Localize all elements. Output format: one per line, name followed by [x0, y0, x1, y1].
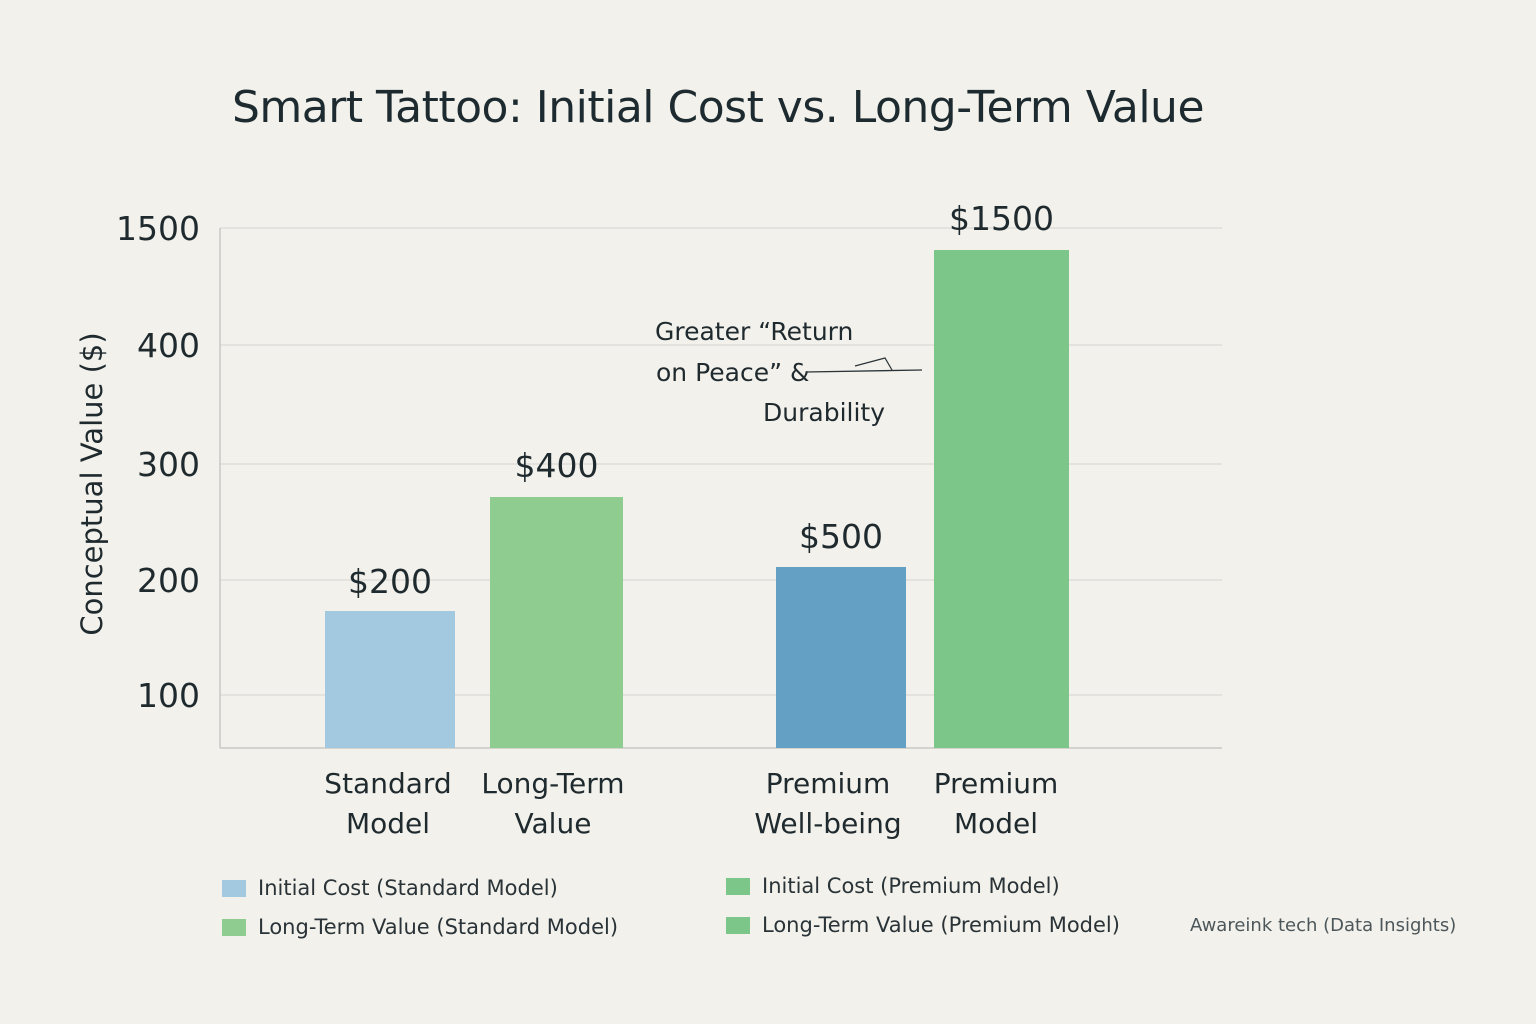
legend-label: Long-Term Value (Premium Model): [762, 913, 1120, 937]
annotation-text: Durability: [763, 398, 885, 427]
annotation-arrow: [805, 369, 923, 373]
bar: [325, 611, 455, 748]
data-label: $200: [348, 562, 432, 601]
y-axis-label: Conceptual Value ($): [75, 332, 109, 635]
data-label: $1500: [949, 199, 1054, 238]
credit-text: Awareink tech (Data Insights): [1190, 915, 1457, 936]
legend-label: Initial Cost (Standard Model): [258, 876, 558, 900]
legend-label: Long-Term Value (Standard Model): [258, 915, 619, 939]
legend-item-longterm-standard: Long-Term Value (Standard Model): [222, 915, 618, 939]
bar: [934, 250, 1069, 748]
x-tick-label: Premium: [766, 767, 891, 800]
legend-item-initial-premium: Initial Cost (Premium Model): [726, 874, 1060, 898]
bar: [490, 497, 623, 748]
legend-label: Initial Cost (Premium Model): [762, 874, 1060, 898]
x-tick-label: Long-Term: [481, 767, 624, 800]
x-tick-label: Value: [515, 807, 592, 840]
y-tick-label: 100: [137, 676, 200, 715]
annotation-text: Greater “Return: [655, 317, 853, 346]
legend-swatch: [222, 918, 246, 936]
bar: [776, 567, 906, 748]
y-tick-label: 200: [137, 561, 200, 600]
x-tick-label: Model: [954, 807, 1038, 840]
y-tick-label: 1500: [116, 209, 200, 248]
chart-title: Smart Tattoo: Initial Cost vs. Long-Term…: [231, 82, 1205, 133]
data-label: $500: [799, 517, 883, 556]
x-tick-label: Standard: [324, 767, 451, 800]
legend-item-initial-standard: Initial Cost (Standard Model): [222, 876, 558, 900]
x-tick-label: Model: [346, 807, 430, 840]
legend-item-longterm-premium: Long-Term Value (Premium Model): [726, 913, 1120, 937]
legend-swatch: [726, 877, 750, 895]
data-label: $400: [515, 446, 599, 485]
legend-swatch: [222, 879, 246, 897]
legend-swatch: [726, 916, 750, 934]
y-tick-label: 300: [137, 445, 200, 484]
x-tick-label: Well-being: [754, 807, 901, 840]
y-tick-label: 400: [137, 326, 200, 365]
annotation-text: on Peace” &: [656, 358, 810, 387]
annotation-arrow-head: [854, 357, 893, 371]
x-tick-label: Premium: [934, 767, 1059, 800]
